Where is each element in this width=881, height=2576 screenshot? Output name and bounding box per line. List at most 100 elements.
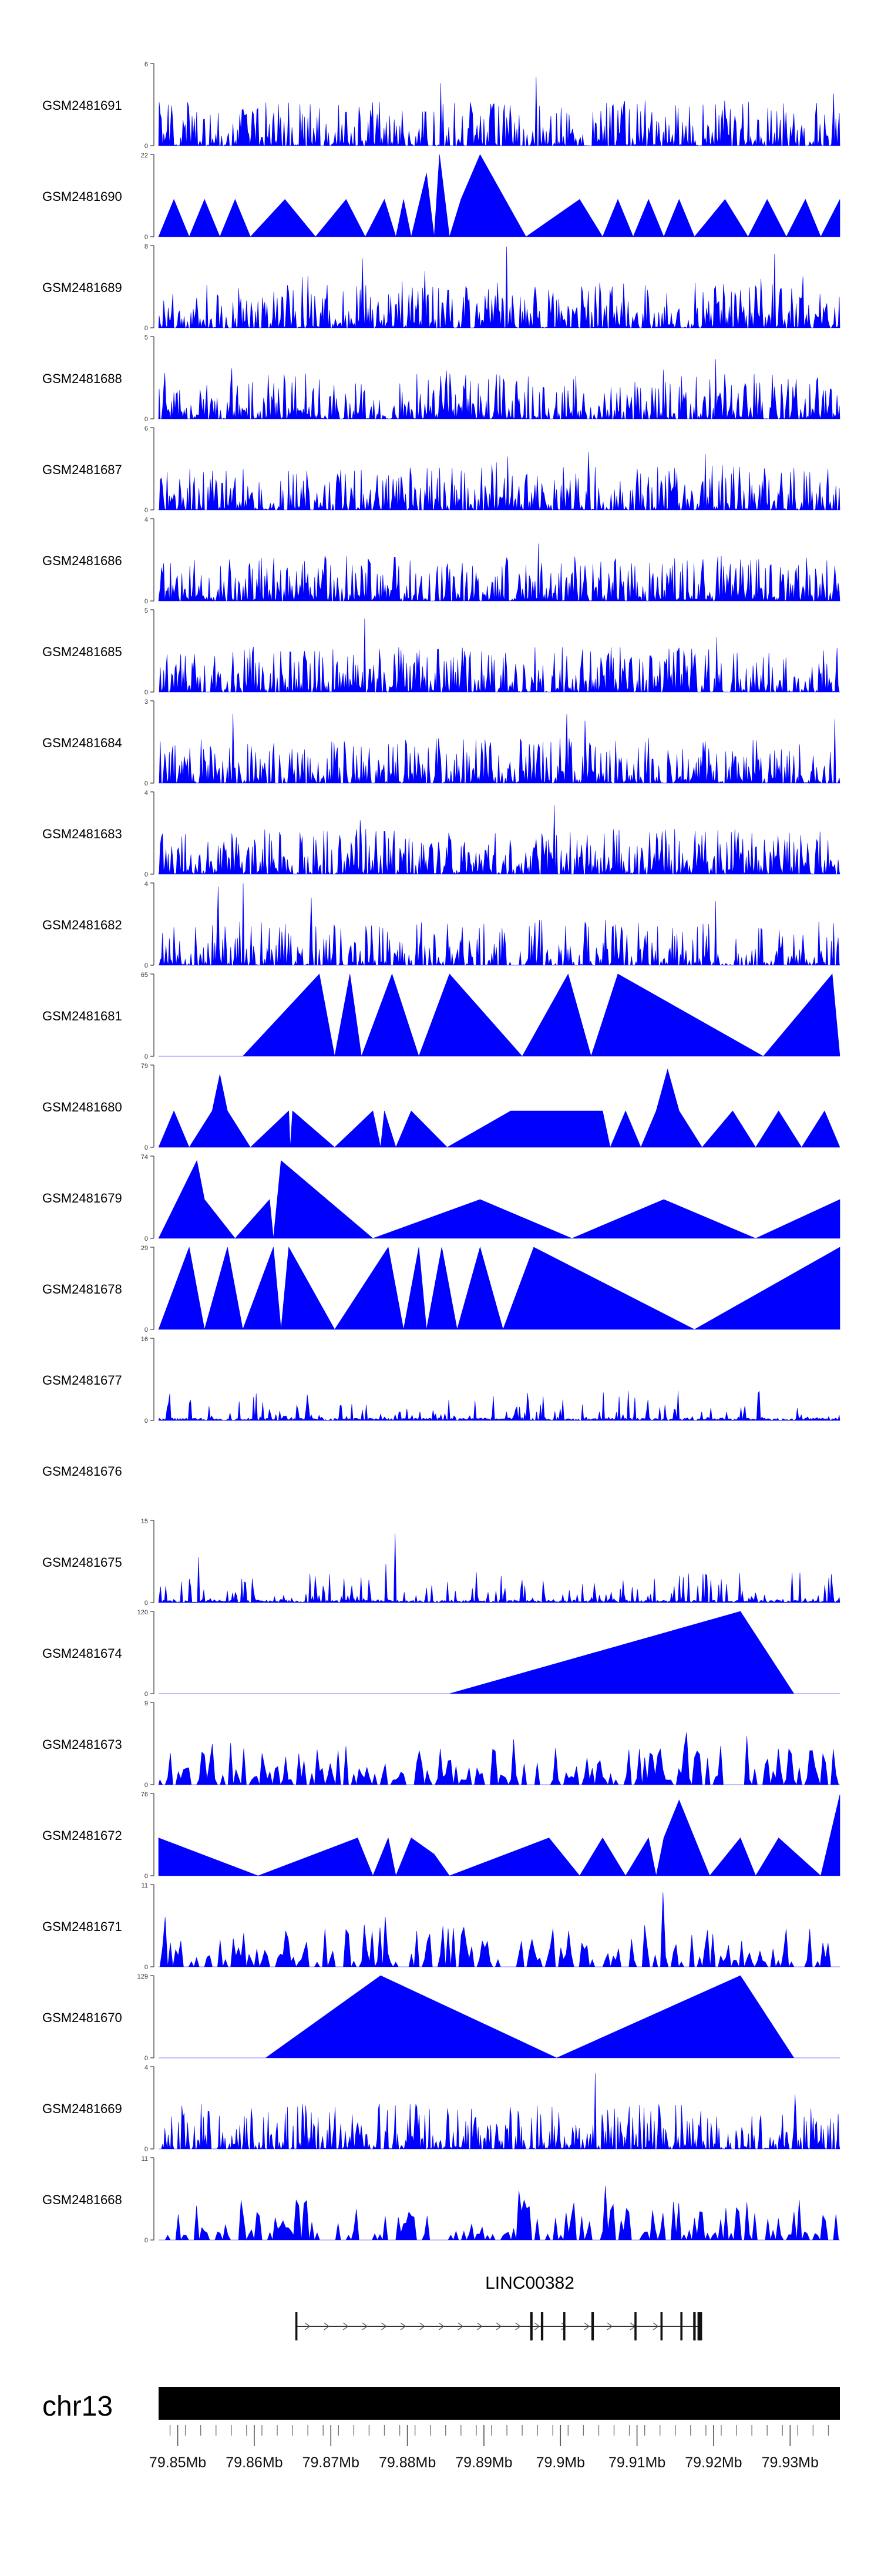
track-GSM2481681: GSM2481681 65 0: [42, 972, 840, 1060]
strand-arrow: [476, 2322, 483, 2330]
track-GSM2481684: GSM2481684 3 0: [42, 698, 840, 787]
chromosome-band: [159, 2387, 840, 2420]
strand-arrow: [515, 2322, 521, 2330]
axis-tick-label: 79.85Mb: [149, 2454, 206, 2471]
y-axis-max-label: 11: [142, 1882, 148, 1889]
coverage-area: [158, 1160, 840, 1239]
strand-arrow: [438, 2322, 445, 2330]
track-GSM2481671: GSM2481671 11 0: [42, 1882, 840, 1971]
coverage-area: [158, 1391, 840, 1421]
y-axis-max-label: 4: [144, 516, 148, 523]
axis-tick-label: 79.86Mb: [226, 2454, 283, 2471]
gene-label: LINC00382: [485, 2273, 574, 2293]
y-axis-min-label: 0: [144, 1235, 148, 1242]
y-axis-max-label: 15: [141, 1518, 148, 1525]
coverage-area: [159, 618, 840, 693]
y-axis-min-label: 0: [144, 1053, 148, 1060]
track-label: GSM2481675: [42, 1555, 122, 1570]
coverage-area: [159, 714, 840, 784]
y-axis-min-label: 0: [144, 234, 148, 241]
track-GSM2481668: GSM2481668 11 0: [42, 2155, 840, 2244]
track-label: GSM2481673: [42, 1737, 122, 1752]
track-label: GSM2481679: [42, 1191, 122, 1205]
track-GSM2481688: GSM2481688 5 0: [42, 334, 840, 423]
track-GSM2481680: GSM2481680 79 0: [42, 1063, 840, 1151]
gene-exon: [634, 2312, 637, 2340]
strand-arrow: [324, 2322, 329, 2330]
gene-exon: [693, 2312, 696, 2340]
track-label: GSM2481682: [42, 918, 122, 932]
track-GSM2481690: GSM2481690 22 0: [42, 152, 840, 241]
y-axis-max-label: 6: [144, 61, 148, 68]
y-axis-min-label: 0: [144, 1144, 148, 1151]
coverage-area: [158, 452, 840, 511]
y-axis-min-label: 0: [144, 1691, 148, 1698]
axis-tick-label: 79.88Mb: [379, 2454, 436, 2471]
track-GSM2481682: GSM2481682 4 0: [42, 881, 840, 969]
strand-arrow: [381, 2322, 387, 2330]
track-GSM2481687: GSM2481687 6 0: [42, 425, 840, 514]
axis-tick-label: 79.9Mb: [536, 2454, 585, 2471]
y-axis-min-label: 0: [144, 325, 148, 332]
y-axis-min-label: 0: [144, 507, 148, 514]
y-axis-min-label: 0: [144, 780, 148, 787]
y-axis-max-label: 76: [141, 1791, 148, 1798]
coverage-area: [158, 1246, 840, 1331]
coverage-area: [158, 1794, 840, 1877]
y-axis-max-label: 129: [137, 1973, 148, 1980]
strand-arrow: [584, 2322, 590, 2330]
strand-arrow: [534, 2322, 540, 2330]
gene-exon: [697, 2312, 702, 2340]
track-label: GSM2481678: [42, 1282, 122, 1297]
gene-exon: [591, 2312, 594, 2340]
track-GSM2481679: GSM2481679 74 0: [42, 1154, 840, 1242]
y-axis-max-label: 8: [144, 243, 148, 250]
track-label: GSM2481672: [42, 1828, 122, 1843]
genome-axis: 79.85Mb 79.86Mb 79.87Mb 79.88Mb 79.89Mb 79.9M…: [149, 2425, 829, 2471]
strand-arrow: [561, 2322, 567, 2330]
coverage-area: [159, 883, 840, 966]
y-axis-min-label: 0: [144, 416, 148, 423]
y-axis-min-label: 0: [144, 1964, 148, 1971]
y-axis-min-label: 0: [144, 2055, 148, 2062]
y-axis-min-label: 0: [144, 143, 148, 150]
strand-arrow: [458, 2322, 463, 2330]
strand-arrow: [419, 2322, 425, 2330]
track-label: GSM2481688: [42, 371, 122, 386]
strand-arrow: [362, 2322, 368, 2330]
coverage-area: [158, 543, 840, 602]
track-GSM2481691: GSM2481691 6 0: [42, 61, 840, 150]
track-label: GSM2481674: [42, 1646, 122, 1661]
chromosome-label: chr13: [42, 2391, 113, 2422]
track-GSM2481673: GSM2481673 9 0: [42, 1700, 840, 1789]
track-label: GSM2481680: [42, 1100, 122, 1114]
gene-exon: [680, 2312, 683, 2340]
track-label: GSM2481686: [42, 553, 122, 568]
y-axis-min-label: 0: [144, 2237, 148, 2244]
y-axis-max-label: 4: [144, 881, 148, 888]
y-axis-min-label: 0: [144, 1873, 148, 1880]
gene-exon: [295, 2312, 298, 2340]
gene-exon: [660, 2312, 663, 2340]
coverage-area: [159, 973, 840, 1057]
coverage-area: [158, 1732, 840, 1786]
y-axis-max-label: 4: [144, 2064, 148, 2071]
axis-tick-label: 79.93Mb: [762, 2454, 819, 2471]
coverage-area: [159, 1611, 840, 1694]
axis-tick-label: 79.89Mb: [455, 2454, 512, 2471]
y-axis-max-label: 65: [141, 972, 148, 979]
coverage-area: [158, 246, 840, 329]
track-GSM2481689: GSM2481689 8 0: [42, 243, 840, 332]
gene-exon: [563, 2312, 566, 2340]
y-axis-max-label: 5: [144, 607, 148, 614]
track-label: GSM2481684: [42, 735, 122, 750]
coverage-area: [159, 1975, 840, 2058]
track-label: GSM2481676: [42, 1464, 122, 1479]
track-label: GSM2481677: [42, 1373, 122, 1388]
strand-arrow: [304, 2322, 311, 2330]
track-GSM2481677: GSM2481677 16 0: [42, 1336, 840, 1425]
y-axis-min-label: 0: [144, 1600, 148, 1607]
y-axis-max-label: 6: [144, 425, 148, 432]
axis-tick-label: 79.92Mb: [685, 2454, 742, 2471]
